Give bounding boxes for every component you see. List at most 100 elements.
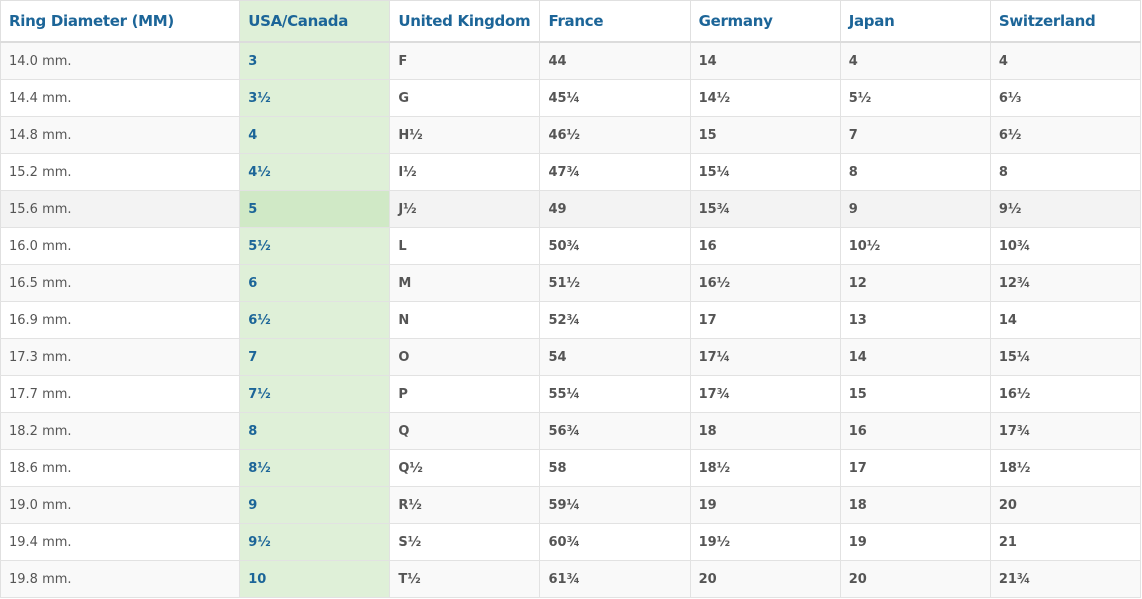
table-row: 15.2 mm. 4½ I½ 47¾ 15¼ 8 8 [0, 153, 1142, 191]
cell-japan: 13 [840, 301, 991, 339]
cell-switzerland: 12¾ [990, 264, 1142, 302]
table-row: 18.2 mm. 8 Q 56¾ 18 16 17¾ [0, 412, 1142, 450]
table-row: 16.9 mm. 6½ N 52¾ 17 13 14 [0, 301, 1142, 339]
table-row: 16.0 mm. 5½ L 50¾ 16 10½ 10¾ [0, 227, 1142, 265]
cell-japan: 5½ [840, 79, 991, 117]
cell-usa-canada: 4½ [239, 153, 391, 191]
cell-france: 47¾ [539, 153, 691, 191]
cell-ring-diameter: 15.6 mm. [0, 190, 241, 228]
cell-germany: 15¾ [690, 190, 841, 228]
cell-united-kingdom: L [389, 227, 541, 265]
table-row: 19.8 mm. 10 T½ 61¾ 20 20 21¾ [0, 560, 1142, 598]
cell-united-kingdom: M [389, 264, 541, 302]
cell-germany: 17¼ [690, 338, 841, 376]
cell-usa-canada: 9½ [239, 523, 391, 561]
table-row: 19.0 mm. 9 R½ 59¼ 19 18 20 [0, 486, 1142, 524]
cell-germany: 17 [690, 301, 841, 339]
cell-japan: 8 [840, 153, 991, 191]
cell-united-kingdom: S½ [389, 523, 541, 561]
cell-france: 44 [539, 42, 691, 80]
table-row: 18.6 mm. 8½ Q½ 58 18½ 17 18½ [0, 449, 1142, 487]
cell-switzerland: 21¾ [990, 560, 1142, 598]
cell-japan: 18 [840, 486, 991, 524]
cell-switzerland: 20 [990, 486, 1142, 524]
header-france: France [539, 0, 691, 43]
table-row: 14.4 mm. 3½ G 45¼ 14½ 5½ 6⅓ [0, 79, 1142, 117]
cell-japan: 15 [840, 375, 991, 413]
table-row: 17.7 mm. 7½ P 55¼ 17¾ 15 16½ [0, 375, 1142, 413]
cell-usa-canada: 10 [239, 560, 391, 598]
cell-japan: 14 [840, 338, 991, 376]
cell-usa-canada: 8 [239, 412, 391, 450]
cell-france: 54 [539, 338, 691, 376]
cell-usa-canada: 4 [239, 116, 391, 154]
cell-switzerland: 9½ [990, 190, 1142, 228]
header-row: Ring Diameter (MM) USA/Canada United Kin… [0, 0, 1142, 43]
cell-germany: 14 [690, 42, 841, 80]
cell-germany: 19 [690, 486, 841, 524]
cell-germany: 19½ [690, 523, 841, 561]
cell-ring-diameter: 17.7 mm. [0, 375, 241, 413]
header-japan: Japan [840, 0, 991, 43]
header-usa-canada: USA/Canada [239, 0, 391, 43]
cell-france: 52¾ [539, 301, 691, 339]
cell-usa-canada: 8½ [239, 449, 391, 487]
table-row: 16.5 mm. 6 M 51½ 16½ 12 12¾ [0, 264, 1142, 302]
cell-switzerland: 10¾ [990, 227, 1142, 265]
cell-united-kingdom: Q½ [389, 449, 541, 487]
cell-usa-canada: 7 [239, 338, 391, 376]
header-united-kingdom: United Kingdom [389, 0, 541, 43]
cell-germany: 20 [690, 560, 841, 598]
cell-united-kingdom: P [389, 375, 541, 413]
table-row: 14.0 mm. 3 F 44 14 4 4 [0, 42, 1142, 80]
header-switzerland: Switzerland [990, 0, 1142, 43]
cell-united-kingdom: R½ [389, 486, 541, 524]
cell-france: 60¾ [539, 523, 691, 561]
cell-france: 49 [539, 190, 691, 228]
cell-switzerland: 17¾ [990, 412, 1142, 450]
cell-switzerland: 8 [990, 153, 1142, 191]
table-row: 19.4 mm. 9½ S½ 60¾ 19½ 19 21 [0, 523, 1142, 561]
cell-ring-diameter: 18.6 mm. [0, 449, 241, 487]
cell-france: 55¼ [539, 375, 691, 413]
cell-united-kingdom: G [389, 79, 541, 117]
table-row: 14.8 mm. 4 H½ 46½ 15 7 6½ [0, 116, 1142, 154]
cell-ring-diameter: 19.4 mm. [0, 523, 241, 561]
cell-united-kingdom: T½ [389, 560, 541, 598]
cell-france: 50¾ [539, 227, 691, 265]
cell-japan: 12 [840, 264, 991, 302]
cell-germany: 18 [690, 412, 841, 450]
table-row: 15.6 mm. 5 J½ 49 15¾ 9 9½ [0, 190, 1142, 228]
cell-france: 51½ [539, 264, 691, 302]
cell-germany: 18½ [690, 449, 841, 487]
cell-ring-diameter: 16.0 mm. [0, 227, 241, 265]
cell-japan: 7 [840, 116, 991, 154]
cell-ring-diameter: 15.2 mm. [0, 153, 241, 191]
cell-united-kingdom: N [389, 301, 541, 339]
cell-france: 56¾ [539, 412, 691, 450]
cell-ring-diameter: 14.0 mm. [0, 42, 241, 80]
cell-usa-canada: 5½ [239, 227, 391, 265]
cell-japan: 10½ [840, 227, 991, 265]
cell-japan: 17 [840, 449, 991, 487]
header-ring-diameter: Ring Diameter (MM) [0, 0, 241, 43]
cell-germany: 16 [690, 227, 841, 265]
cell-japan: 19 [840, 523, 991, 561]
cell-ring-diameter: 19.8 mm. [0, 560, 241, 598]
table-body: 14.0 mm. 3 F 44 14 4 4 14.4 mm. 3½ G 45¼ 14½ 5½ 6⅓ 14.… [0, 42, 1142, 598]
cell-france: 61¾ [539, 560, 691, 598]
cell-united-kingdom: J½ [389, 190, 541, 228]
cell-japan: 20 [840, 560, 991, 598]
cell-ring-diameter: 16.5 mm. [0, 264, 241, 302]
cell-switzerland: 4 [990, 42, 1142, 80]
cell-united-kingdom: I½ [389, 153, 541, 191]
cell-ring-diameter: 19.0 mm. [0, 486, 241, 524]
cell-japan: 9 [840, 190, 991, 228]
cell-united-kingdom: H½ [389, 116, 541, 154]
cell-switzerland: 6⅓ [990, 79, 1142, 117]
cell-germany: 15¼ [690, 153, 841, 191]
cell-germany: 16½ [690, 264, 841, 302]
cell-united-kingdom: F [389, 42, 541, 80]
cell-united-kingdom: Q [389, 412, 541, 450]
cell-ring-diameter: 17.3 mm. [0, 338, 241, 376]
